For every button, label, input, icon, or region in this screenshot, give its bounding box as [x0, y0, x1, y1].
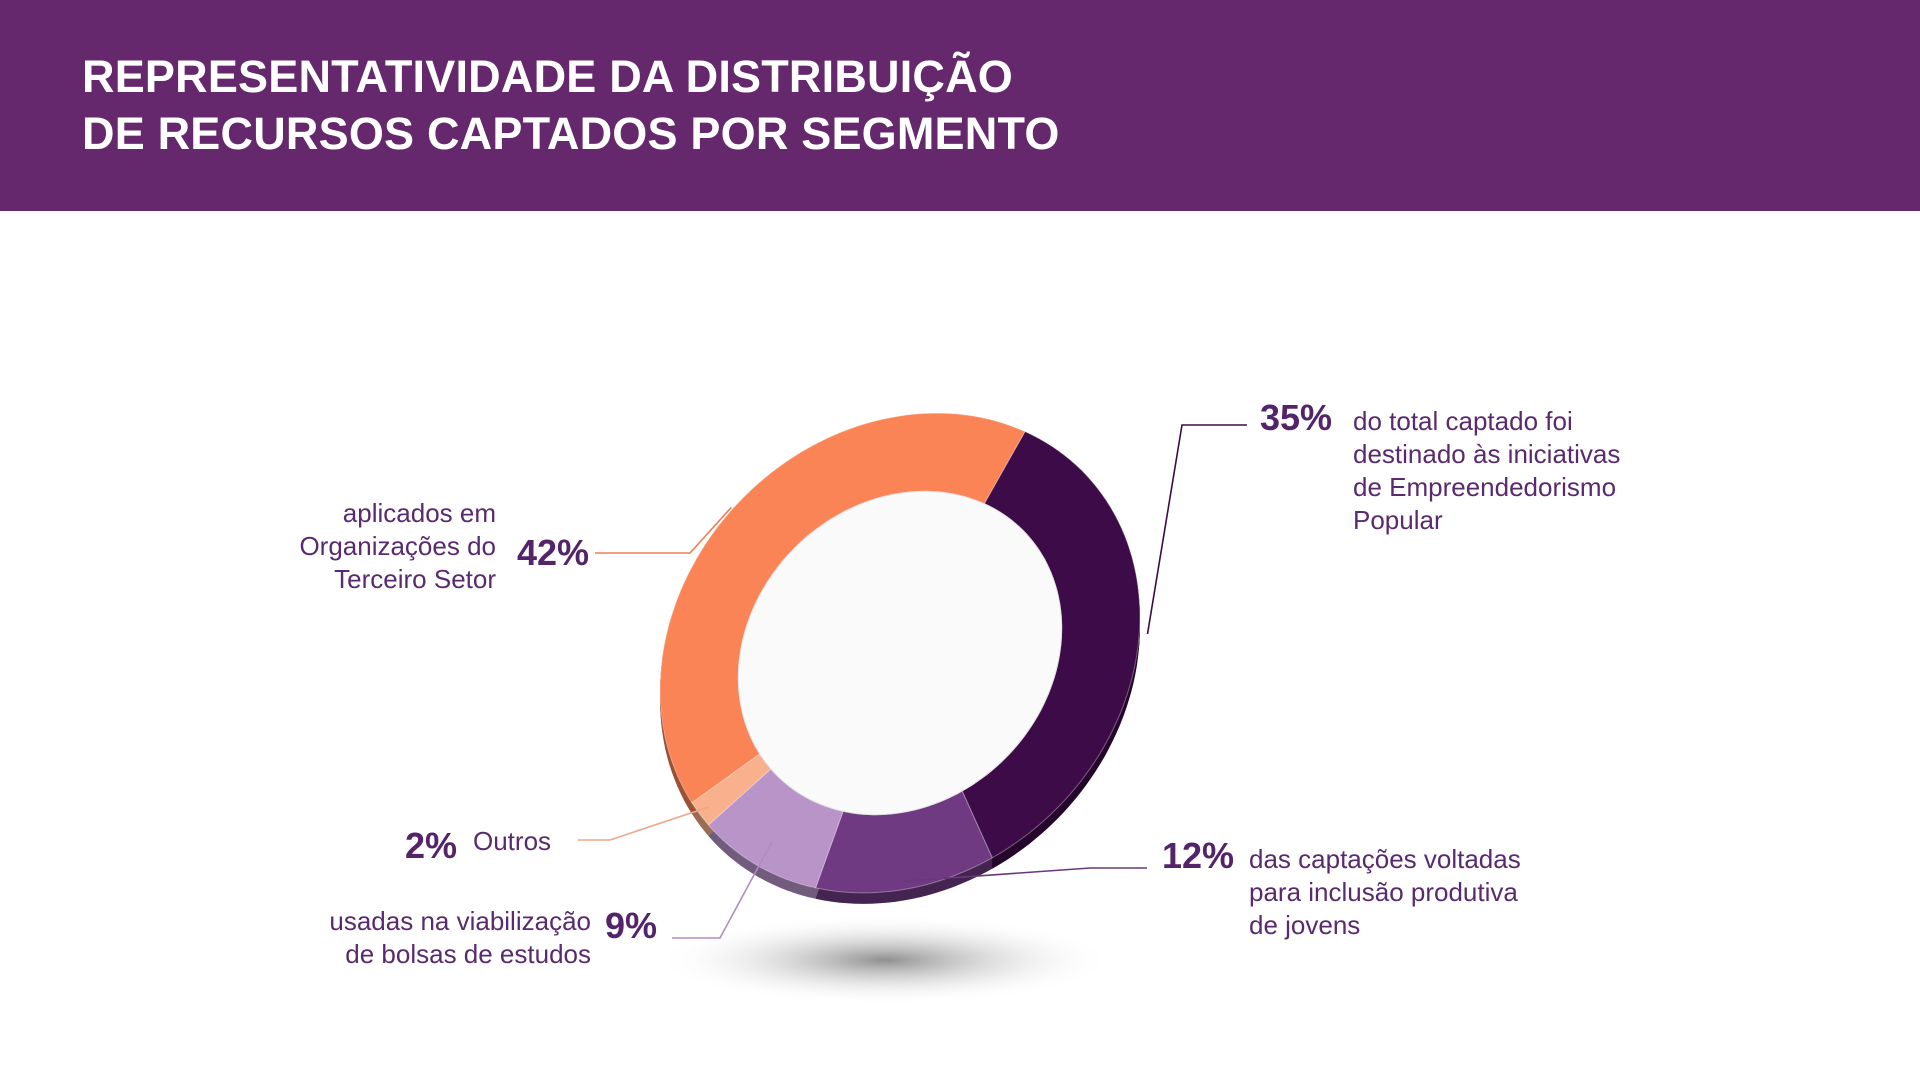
slice-description-line: de bolsas de estudos	[345, 939, 591, 969]
slice-description-line: das captações voltadas	[1249, 844, 1521, 874]
slice-description-line: de Empreendedorismo	[1353, 472, 1617, 502]
page-title-line-2: DE RECURSOS CAPTADOS POR SEGMENTO	[82, 108, 1060, 159]
slice-label-12: 12%	[1162, 835, 1235, 876]
slice-description-line: destinado às iniciativas	[1353, 439, 1621, 469]
leader-line-35	[1146, 424, 1247, 635]
slice-description-42: aplicados em Organizações do Terceiro Se…	[236, 497, 496, 596]
slice-description-line: Terceiro Setor	[334, 564, 496, 594]
donut-hole	[737, 490, 1063, 816]
leader-lines	[578, 424, 1247, 939]
slice-description-12: das captações voltadas para inclusão pro…	[1249, 843, 1521, 942]
slice-description-line: de jovens	[1249, 910, 1361, 940]
slice-description-line: Popular	[1353, 505, 1443, 535]
header-banner: REPRESENTATIVIDADE DA DISTRIBUIÇÃO DE RE…	[0, 0, 1920, 211]
leader-line-2	[578, 806, 709, 841]
slice-description-9: usadas na viabilização de bolsas de estu…	[291, 905, 591, 971]
slice-description-line: Organizações do	[299, 531, 496, 561]
slice-description-line: usadas na viabilização	[329, 906, 591, 936]
slice-label-9: 9%	[605, 905, 658, 946]
page-title: REPRESENTATIVIDADE DA DISTRIBUIÇÃO DE RE…	[82, 48, 1060, 162]
slice-description-2: Outros	[473, 825, 551, 858]
donut-slices	[659, 412, 1141, 894]
leader-line-42	[595, 506, 732, 554]
slice-label-2: 2%	[405, 825, 458, 866]
slice-description-line: aplicados em	[342, 498, 496, 528]
slice-description-line: Outros	[473, 826, 552, 856]
donut-center	[737, 490, 1063, 816]
slice-description-line: do total captado foi	[1353, 406, 1573, 436]
slice-description-35: do total captado foi destinado às inicia…	[1353, 405, 1620, 537]
slice-label-42: 42%	[517, 532, 590, 573]
leader-line-9	[672, 841, 773, 939]
slice-label-35: 35%	[1260, 397, 1333, 438]
leader-line-12	[903, 867, 1147, 882]
slice-description-line: para inclusão produtiva	[1249, 877, 1518, 907]
chart-floor-shadow	[655, 915, 1115, 1005]
page-title-line-1: REPRESENTATIVIDADE DA DISTRIBUIÇÃO	[82, 51, 1014, 102]
